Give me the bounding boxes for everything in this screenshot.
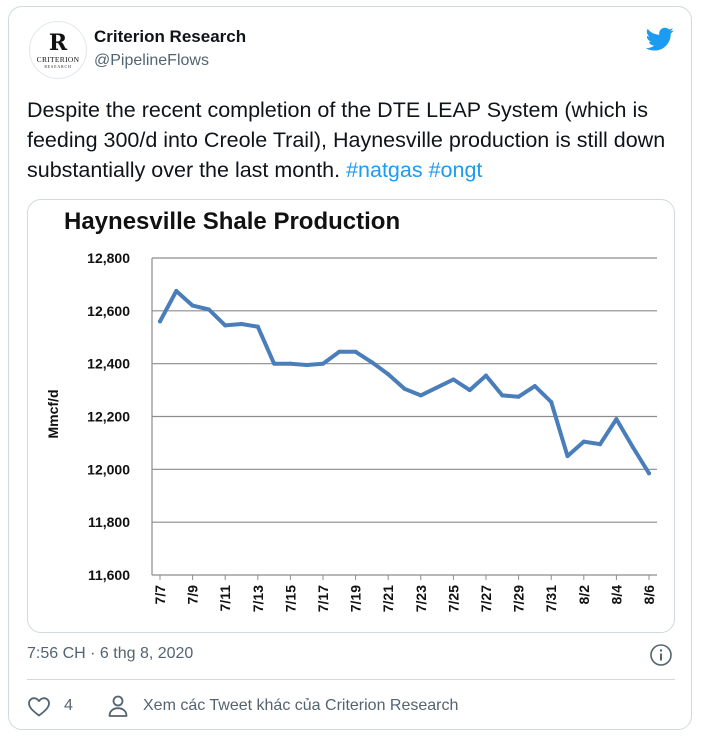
data-point <box>190 303 195 308</box>
data-point <box>484 373 488 378</box>
x-tick-label: 7/11 <box>217 585 233 612</box>
hashtag-natgas[interactable]: #natgas <box>346 158 423 182</box>
data-point <box>386 372 391 377</box>
avatar-monogram: R <box>48 30 68 56</box>
avatar-subtext: RESEARCH <box>44 64 72 69</box>
x-tick-label: 7/23 <box>413 585 429 612</box>
data-point <box>418 393 423 398</box>
data-point <box>304 362 309 367</box>
chart-title: Haynesville Shale Production <box>64 208 400 235</box>
data-point <box>402 386 407 391</box>
twitter-bird-icon[interactable] <box>643 25 677 53</box>
x-tick-label: 7/29 <box>511 585 527 612</box>
tweet-body: Despite the recent completion of the DTE… <box>27 98 666 182</box>
data-point <box>565 454 570 459</box>
x-tick-label: 7/21 <box>380 585 396 612</box>
data-point <box>353 349 358 354</box>
production-chart: Haynesville Shale Production Mmcf/d 12,8… <box>45 208 657 612</box>
x-tick-label: 8/4 <box>608 585 624 605</box>
x-tick-label: 7/19 <box>348 585 364 612</box>
x-tick-label: 7/25 <box>445 585 461 612</box>
x-tick-label: 7/31 <box>543 585 559 612</box>
data-point <box>516 394 521 399</box>
like-count[interactable]: 4 <box>64 697 73 714</box>
data-point <box>369 360 374 365</box>
x-tick-label: 7/27 <box>478 585 494 612</box>
data-point <box>549 399 554 404</box>
data-point <box>614 417 619 422</box>
tweet-timestamp[interactable]: 7:56 CH · 6 thg 8, 2020 <box>27 645 194 662</box>
data-point <box>581 439 586 444</box>
x-tick-label: 7/17 <box>315 585 331 612</box>
y-tick-label: 11,800 <box>88 514 130 530</box>
more-tweets-link[interactable]: Xem các Tweet khác của Criterion Researc… <box>143 697 459 714</box>
y-tick-label: 12,200 <box>87 409 130 425</box>
tweet-card: R CRITERION RESEARCH Criterion Research … <box>8 6 692 730</box>
data-point <box>223 323 228 328</box>
x-tick-label: 7/9 <box>185 585 201 605</box>
data-point <box>500 393 505 398</box>
hashtag-ongt[interactable]: #ongt <box>428 158 483 182</box>
data-point <box>239 322 244 327</box>
author-handle[interactable]: @PipelineFlows <box>94 52 209 69</box>
data-point <box>647 471 651 476</box>
tweet-text: Despite the recent completion of the DTE… <box>27 95 682 185</box>
x-tick-label: 7/7 <box>152 585 168 605</box>
data-point <box>206 307 211 312</box>
heart-icon[interactable] <box>27 695 51 717</box>
avatar[interactable]: R CRITERION RESEARCH <box>29 21 87 79</box>
y-tick-label: 11,600 <box>88 567 130 583</box>
x-tick-label: 8/6 <box>641 585 657 605</box>
data-point <box>321 361 325 366</box>
data-point <box>598 442 603 447</box>
data-point <box>467 388 472 393</box>
y-tick-label: 12,600 <box>87 303 130 319</box>
x-tick-label: 7/13 <box>250 585 266 612</box>
tweet-media[interactable]: Haynesville Shale Production Mmcf/d 12,8… <box>27 199 675 633</box>
data-point <box>337 349 342 354</box>
y-tick-label: 12,400 <box>87 356 130 372</box>
data-point <box>174 289 179 294</box>
divider <box>27 679 675 680</box>
data-point <box>288 361 293 366</box>
y-tick-label: 12,800 <box>87 250 130 266</box>
author-name[interactable]: Criterion Research <box>94 27 247 46</box>
data-point <box>532 384 537 389</box>
info-icon[interactable] <box>649 643 673 667</box>
data-point <box>435 385 440 390</box>
series-line <box>158 289 651 476</box>
y-tick-label: 12,000 <box>87 461 130 477</box>
avatar-wordmark: CRITERION <box>36 55 80 64</box>
data-point <box>255 324 260 329</box>
x-tick-label: 7/15 <box>282 585 298 612</box>
chart-ylabel: Mmcf/d <box>45 390 61 439</box>
data-point <box>451 377 456 382</box>
data-point <box>630 444 635 449</box>
x-tick-label: 8/2 <box>576 585 592 605</box>
person-icon[interactable] <box>107 694 129 718</box>
data-point <box>158 319 162 324</box>
data-point <box>272 361 277 366</box>
